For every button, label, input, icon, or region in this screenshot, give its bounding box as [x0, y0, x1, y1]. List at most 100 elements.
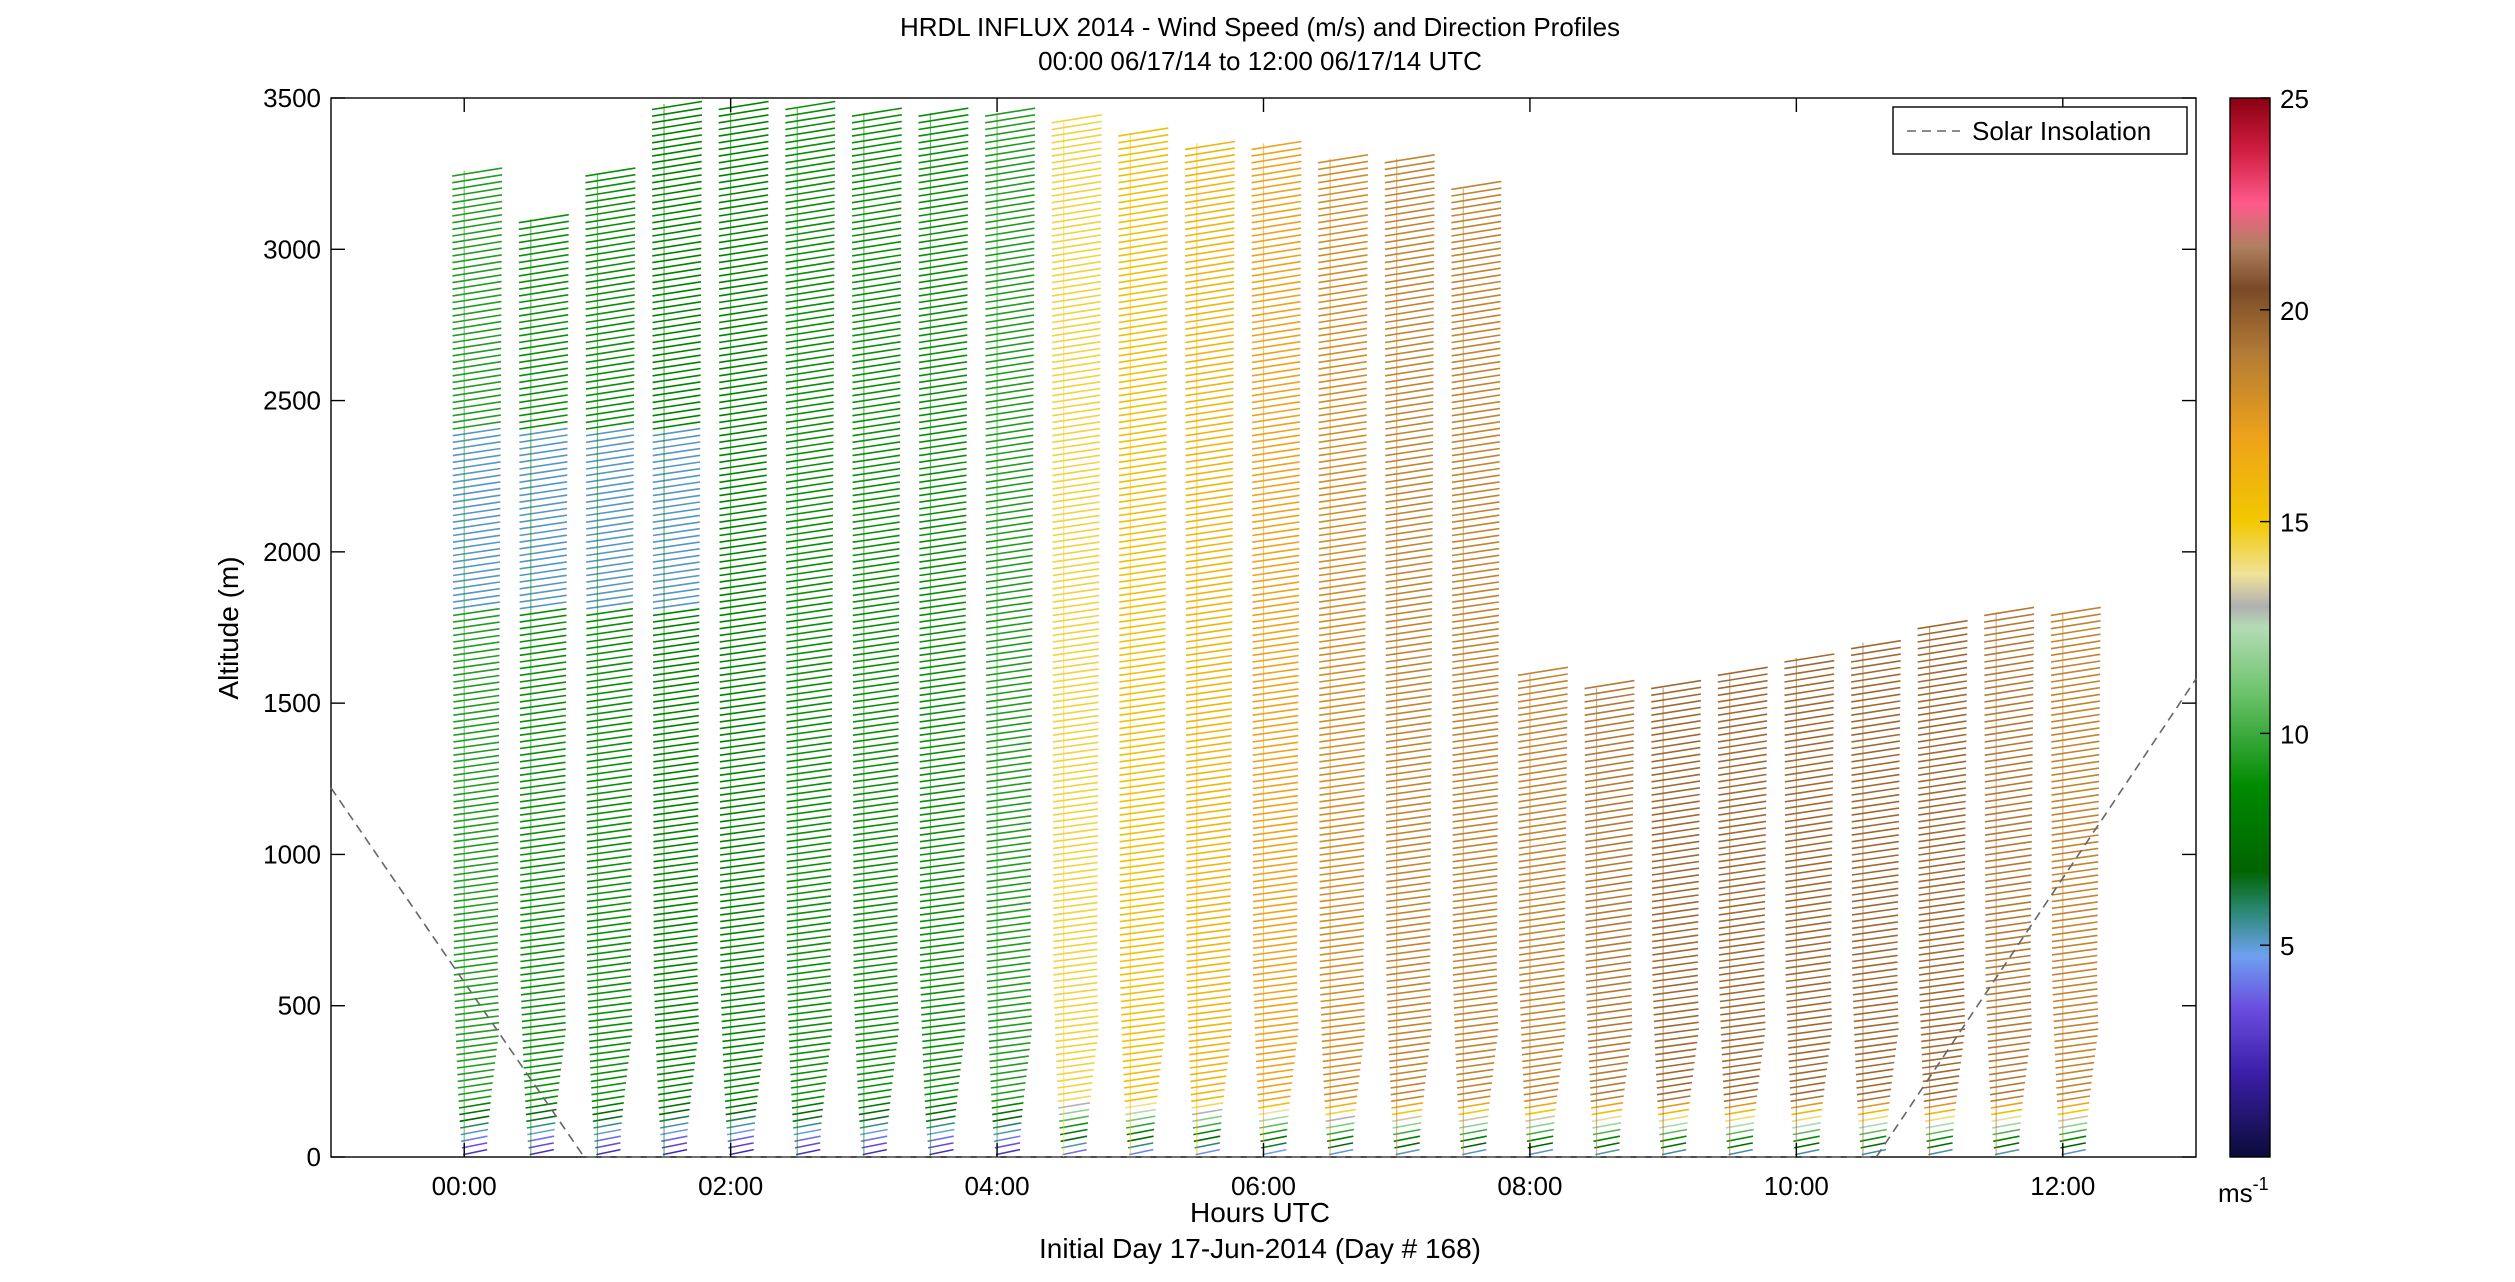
wind-barb [1385, 567, 1433, 577]
wind-barb [851, 160, 902, 171]
wind-barb [652, 507, 701, 517]
wind-barb [1318, 501, 1367, 510]
wind-barb [1318, 634, 1366, 643]
wind-barb [518, 240, 569, 251]
wind-barb [2051, 934, 2098, 943]
wind-barb [453, 928, 499, 936]
wind-barb [1185, 701, 1232, 710]
wind-barb [785, 441, 834, 450]
wind-barb [852, 721, 899, 730]
wind-barb [1452, 801, 1498, 810]
wind-barb [919, 708, 966, 716]
wind-barb [989, 1062, 1029, 1069]
wind-barb [519, 581, 567, 590]
wind-barb [1318, 407, 1367, 417]
wind-barb [1325, 1122, 1355, 1129]
wind-barb [1052, 361, 1101, 370]
wind-barb [919, 548, 967, 557]
wind-barb [919, 668, 966, 677]
wind-barb [1252, 728, 1299, 736]
wind-barb [1452, 714, 1499, 723]
wind-barb [1052, 661, 1099, 670]
wind-barb [852, 621, 900, 630]
wind-barb [1119, 861, 1165, 870]
wind-barb [1252, 774, 1299, 783]
wind-barb [1718, 820, 1767, 830]
wind-barb [985, 167, 1035, 177]
wind-barb [1060, 1135, 1088, 1143]
wind-barb [1789, 1075, 1827, 1083]
wind-barb [1717, 686, 1768, 697]
wind-barb [918, 280, 968, 290]
wind-barb [1319, 788, 1365, 796]
wind-barb [1185, 287, 1235, 297]
wind-barb [1052, 514, 1100, 523]
wind-barb [1318, 194, 1369, 204]
wind-barb [1119, 768, 1165, 776]
wind-barb [852, 601, 900, 610]
wind-barb [2051, 753, 2100, 763]
wind-barb [986, 841, 1032, 850]
wind-barb [519, 828, 566, 836]
wind-barb [1252, 881, 1298, 890]
wind-barb [1851, 760, 1900, 770]
wind-barb [519, 834, 566, 843]
wind-barb [1589, 1075, 1627, 1083]
wind-barb [518, 327, 569, 337]
wind-barb [652, 608, 700, 617]
wind-barb [586, 935, 632, 943]
wind-barb [1651, 860, 1700, 870]
wind-barb [1318, 561, 1366, 570]
wind-barb [586, 941, 632, 949]
wind-barb [652, 240, 702, 251]
wind-barb [852, 581, 900, 590]
wind-barb [786, 734, 833, 743]
wind-barb [1186, 821, 1232, 830]
wind-barb [719, 601, 767, 610]
wind-barb [586, 628, 633, 637]
wind-barb [453, 754, 500, 763]
wind-barb [1452, 828, 1498, 836]
wind-barb [985, 187, 1035, 197]
wind-barb [1652, 921, 1699, 930]
wind-barb [1186, 955, 1231, 963]
wind-barb [718, 347, 768, 357]
wind-barb [1251, 454, 1300, 464]
wind-barb [1318, 534, 1367, 543]
wind-barb [1118, 174, 1169, 184]
wind-barb [722, 1028, 766, 1036]
wind-barb [452, 380, 502, 390]
wind-barb [985, 507, 1034, 517]
wind-barb [786, 634, 833, 643]
wind-barb [1127, 1142, 1154, 1149]
wind-barb [719, 868, 765, 876]
wind-barb [1385, 541, 1433, 550]
wind-barb [519, 594, 567, 603]
wind-barb [1053, 961, 1098, 969]
wind-barb [986, 748, 1032, 756]
wind-barb [659, 1122, 689, 1129]
wind-barb [789, 1062, 829, 1069]
wind-barb [1917, 693, 1967, 703]
wind-profile [1984, 606, 2035, 1157]
wind-barb [453, 708, 500, 716]
wind-barb [1320, 981, 1364, 989]
wind-barb [1251, 160, 1302, 171]
wind-barb [519, 674, 567, 683]
wind-barb [1719, 981, 1765, 989]
wind-barb [1385, 674, 1432, 683]
wind-barb [652, 634, 700, 643]
wind-barb [1122, 1042, 1164, 1049]
x-tick-label: 06:00 [1231, 1171, 1296, 1201]
wind-barb [1985, 968, 2031, 976]
wind-barb [1319, 794, 1365, 803]
wind-barb [586, 601, 634, 610]
y-tick-label: 500 [278, 991, 321, 1021]
wind-profile [651, 100, 703, 1157]
wind-barb [651, 154, 702, 164]
wind-barb [918, 214, 969, 224]
wind-barb [1185, 487, 1234, 497]
wind-barb [652, 574, 700, 583]
wind-barb [1052, 547, 1100, 557]
wind-barb [986, 754, 1032, 763]
